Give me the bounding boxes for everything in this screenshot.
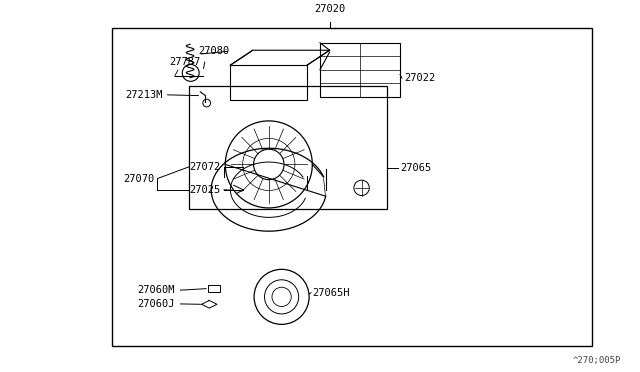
- Bar: [112, 28, 592, 346]
- Text: 27070: 27070: [123, 174, 154, 183]
- Bar: [320, 43, 400, 97]
- Text: 27213M: 27213M: [125, 90, 163, 100]
- Text: 27072: 27072: [189, 162, 220, 171]
- Text: 27080: 27080: [198, 46, 230, 56]
- Text: 27065: 27065: [400, 163, 431, 173]
- Text: 27787: 27787: [170, 57, 201, 67]
- Text: 27060J: 27060J: [138, 299, 175, 309]
- Bar: [208, 285, 220, 292]
- Text: 27065H: 27065H: [312, 288, 350, 298]
- Text: 27022: 27022: [404, 73, 436, 83]
- Bar: [189, 86, 387, 209]
- Bar: [230, 65, 307, 100]
- Text: ^270;005P: ^270;005P: [572, 356, 621, 365]
- Text: 27060M: 27060M: [138, 285, 175, 295]
- Text: 27020: 27020: [314, 4, 345, 14]
- Text: 27025: 27025: [189, 185, 220, 195]
